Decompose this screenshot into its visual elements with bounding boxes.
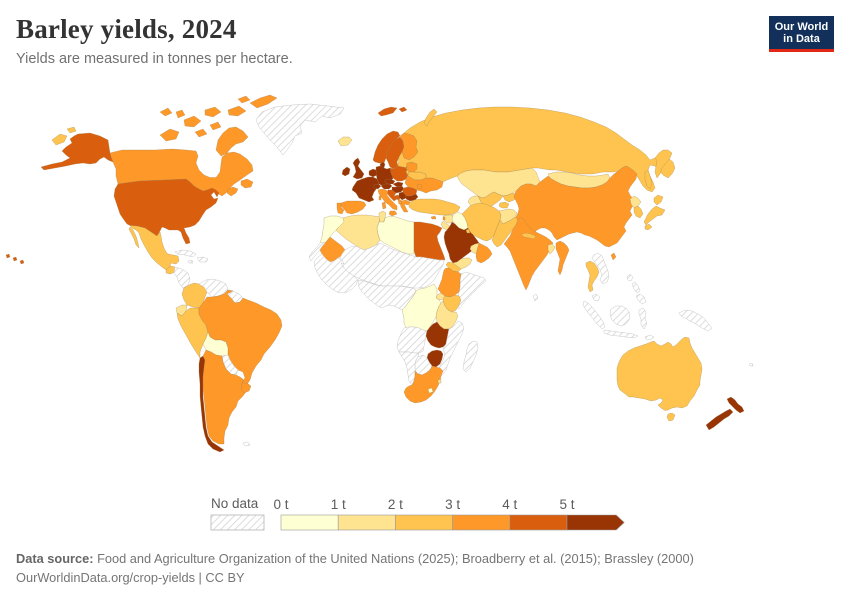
- svg-text:4 t: 4 t: [502, 497, 517, 512]
- svg-text:3 t: 3 t: [445, 497, 460, 512]
- svg-text:2 t: 2 t: [388, 497, 403, 512]
- svg-text:1 t: 1 t: [331, 497, 346, 512]
- svg-text:0 t: 0 t: [273, 497, 288, 512]
- svg-text:5 t: 5 t: [559, 497, 574, 512]
